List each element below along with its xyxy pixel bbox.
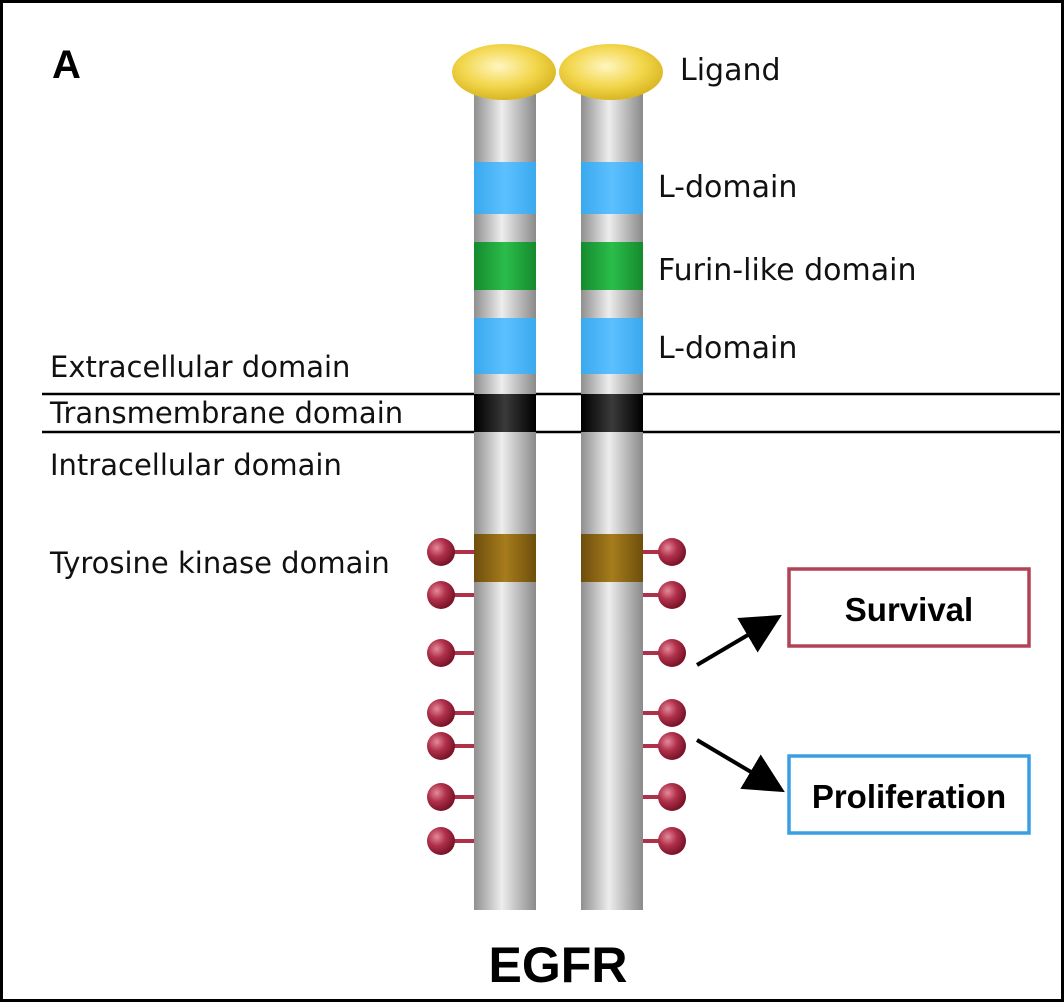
ligand-right (559, 44, 663, 100)
l-domain-bottom-right (581, 318, 643, 374)
transmembrane-right (581, 394, 643, 432)
label-intracellular: Intracellular domain (50, 448, 342, 482)
label-ligand: Ligand (680, 53, 781, 88)
phospho-site (643, 827, 686, 855)
phospho-site (643, 538, 686, 566)
survival-label: Survival (845, 591, 973, 628)
phospho-site (643, 783, 686, 811)
phospho-site (643, 581, 686, 609)
kinase-domain-right (581, 534, 643, 582)
phospho-site (427, 639, 474, 667)
l-domain-bottom-left (474, 318, 536, 374)
phospho-site (643, 639, 686, 667)
furin-domain-right (581, 242, 643, 290)
ligand-left (452, 44, 556, 100)
phospho-site (427, 783, 474, 811)
receptor-shaft-right (581, 85, 643, 910)
phospho-site (427, 699, 474, 727)
panel-letter: A (52, 43, 81, 87)
survival-box (787, 567, 1031, 648)
receptor-monomer-right (581, 85, 643, 910)
phospho-sites-right (643, 538, 686, 855)
label-tyrosine-kinase: Tyrosine kinase domain (49, 546, 390, 580)
receptor-shaft-left (474, 85, 536, 910)
receptor-monomer-left (474, 85, 536, 910)
phospho-site (427, 732, 474, 760)
transmembrane-left (474, 394, 536, 432)
label-l-domain-top: L-domain (658, 170, 797, 205)
l-domain-top-right (581, 162, 643, 214)
label-extracellular: Extracellular domain (50, 350, 350, 384)
phospho-site (427, 827, 474, 855)
phospho-site (643, 699, 686, 727)
label-l-domain-bottom: L-domain (658, 331, 797, 366)
label-furin-domain: Furin-like domain (658, 253, 916, 288)
phospho-site (643, 732, 686, 760)
l-domain-top-left (474, 162, 536, 214)
proliferation-label: Proliferation (812, 778, 1006, 815)
arrow-to-survival (695, 614, 782, 667)
egfr-title: EGFR (489, 937, 628, 993)
phospho-sites-left (427, 538, 474, 855)
furin-domain-left (474, 242, 536, 290)
phospho-site (427, 581, 474, 609)
phospho-site (427, 538, 474, 566)
label-transmembrane: Transmembrane domain (49, 396, 403, 430)
arrow-to-proliferation (695, 738, 785, 793)
kinase-domain-left (474, 534, 536, 582)
proliferation-box (787, 754, 1031, 835)
